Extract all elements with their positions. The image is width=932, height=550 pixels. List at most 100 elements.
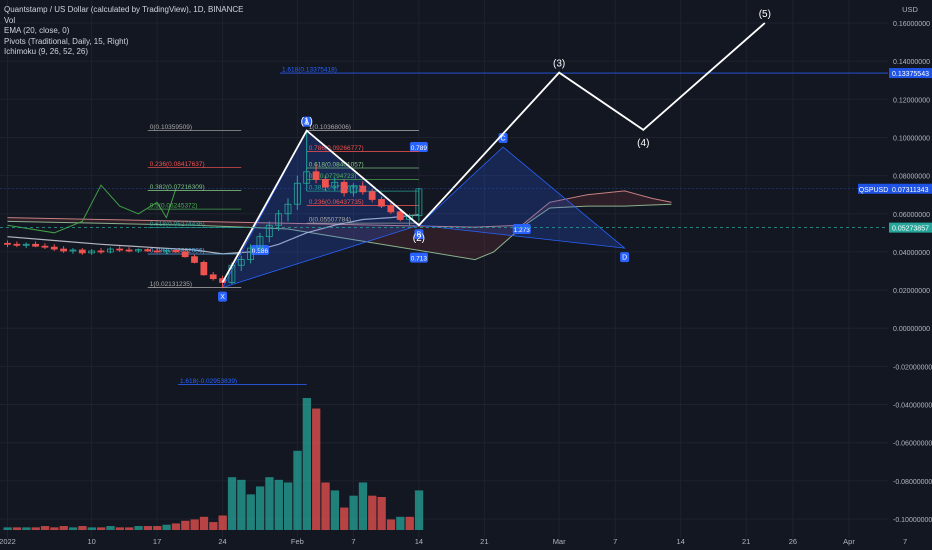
time-axis-tick: 14 (415, 537, 423, 546)
price-tag-bg (889, 222, 932, 233)
ratio-bg (409, 142, 428, 152)
volume-bar (274, 479, 283, 530)
symbol-tag: QSPUSD (858, 183, 889, 194)
volume-bar (302, 398, 311, 530)
candle-body (32, 243, 39, 247)
volume-bar (78, 526, 87, 530)
fib-level-label: 0.236(0.06437735) (309, 199, 364, 206)
candle-body (200, 262, 208, 276)
candle-body (340, 181, 348, 194)
indicator-ichimoku[interactable]: Ichimoku (9, 26, 52, 26) (4, 47, 89, 56)
time-axis-tick: 21 (742, 537, 750, 546)
volume-bar (106, 526, 115, 530)
fib-level-label: 1.618(-0.02953839) (180, 378, 237, 385)
candle-body (134, 249, 142, 252)
ratio-label: 0.789 (411, 145, 428, 152)
price-axis: USD 0.16000000 0.14000000 0.12000000 0.10000… (889, 0, 932, 550)
pattern-point-A: A (304, 119, 309, 126)
fib-level-label: 1(0.02131235) (150, 281, 192, 288)
price-tag-label: 0.05273857 (892, 226, 929, 233)
price-axis-tick: 0.06000000 (893, 212, 930, 219)
candle-body (284, 203, 292, 215)
candle-body (163, 249, 170, 253)
fib-retracement-right: 1(0.10368006) 0.786(0.09266777) 0.618(0.08… (306, 124, 419, 224)
wave-label: (3) (553, 59, 565, 70)
price-tag-bg (889, 183, 932, 194)
fib-level-label: 0(0.05507784) (309, 217, 351, 224)
chikou-span (7, 184, 177, 234)
volume-label: Vol (4, 15, 16, 25)
volume-bar (59, 526, 68, 530)
price-axis-tick: -0.08000000 (893, 479, 932, 486)
pattern-point-C: C (501, 136, 506, 143)
candle-body (275, 213, 283, 226)
pattern-point-B: B (417, 232, 422, 239)
volume-bar (368, 495, 377, 530)
volume-bar (349, 495, 358, 530)
fib-level-label: 0.618(0.05274436) (150, 221, 205, 228)
volume-bar (377, 497, 386, 530)
pattern-point-X: X (220, 294, 225, 301)
wave-label: (5) (759, 9, 771, 20)
indicator-ema[interactable]: EMA (20, close, 0) (4, 26, 70, 35)
grid-lines (0, 0, 906, 538)
ratio-label: 0.713 (411, 256, 428, 263)
volume-bar (125, 527, 134, 530)
volume-bar (97, 527, 106, 530)
price-axis-tick: 0.14000000 (893, 59, 930, 66)
volume-bar (340, 507, 349, 530)
volume-bar (246, 494, 255, 530)
candles (4, 130, 423, 288)
price-axis-bg (890, 0, 932, 550)
symbol-tag-label: QSPUSD (859, 187, 889, 194)
fib-level-label: 1(0.10368006) (309, 124, 351, 131)
ratio-label: 1.273 (514, 227, 531, 234)
price-axis-tick: 0.10000000 (893, 135, 930, 142)
volume-bar (227, 477, 237, 530)
volume-bars (3, 398, 424, 530)
candle-body (41, 245, 49, 248)
volume-bar (358, 482, 368, 530)
time-axis-tick: Apr (843, 537, 855, 546)
volume-bar (162, 524, 171, 530)
indicator-pivots[interactable]: Pivots (Traditional, Daily, 15, Right) (4, 36, 129, 46)
candle-body (13, 243, 21, 246)
wave-path (221, 22, 766, 283)
price-tag-bg (889, 68, 932, 79)
volume-bar (31, 527, 40, 530)
candle-body (69, 249, 77, 252)
volume-bar (312, 408, 321, 530)
volume-bar (414, 490, 424, 530)
time-axis-tick: 24 (218, 537, 226, 546)
candle-body (22, 243, 30, 246)
candle-body (293, 182, 301, 205)
time-axis-tick: 10 (87, 537, 95, 546)
price-tag-label: 0.13375543 (892, 71, 929, 78)
pattern-bcd (417, 146, 626, 249)
price-axis-tick: 0.12000000 (893, 97, 930, 104)
price-axis-tick: 0.02000000 (893, 288, 930, 295)
time-axis-tick: Feb (291, 537, 304, 546)
senkou-span-b (7, 190, 672, 228)
cloud-fill (7, 190, 672, 260)
price-axis-tick: 0.16000000 (893, 21, 930, 28)
senkou-span-a (7, 203, 672, 261)
volume-bar (199, 516, 209, 530)
fib-level-label: 1.618(0.13375418) (282, 67, 337, 74)
candle-body (368, 191, 376, 200)
fib-level-label: 0.382(0.07186701) (309, 185, 364, 192)
candle-body (191, 256, 198, 263)
candle-body (97, 250, 105, 253)
wave-label: (4) (637, 138, 649, 149)
ratio-bg (512, 224, 531, 235)
wave-label: (2) (413, 233, 425, 244)
candle-body (303, 171, 311, 184)
pattern-point-bg (218, 291, 228, 302)
time-axis-tick: 14 (677, 537, 685, 546)
volume-bar (237, 479, 246, 530)
candle-body (415, 188, 423, 217)
candle-body (106, 248, 114, 253)
volume-bar (181, 520, 190, 530)
